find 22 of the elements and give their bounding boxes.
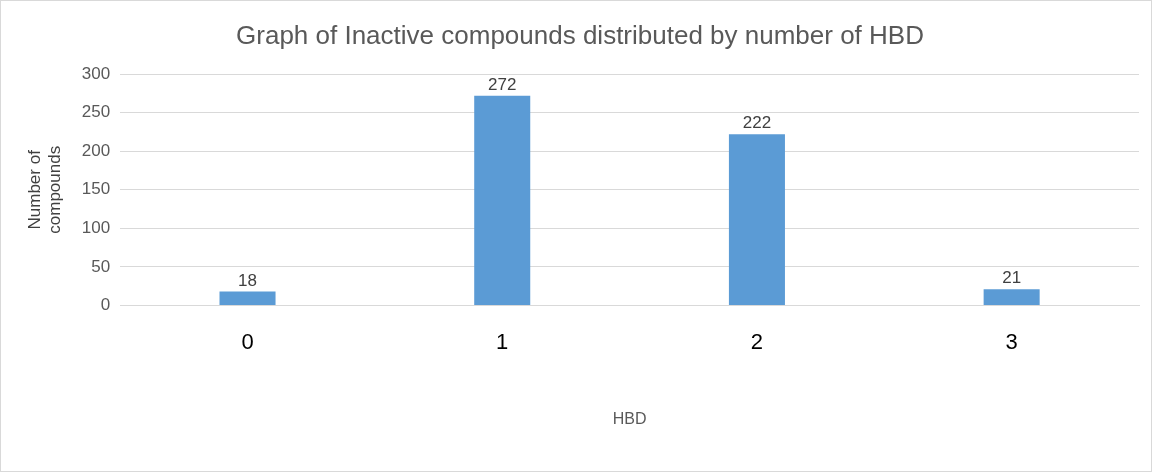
chart-title: Graph of Inactive compounds distributed by number of HBD — [236, 19, 924, 50]
y-tick-label: 100 — [81, 218, 111, 238]
y-tick-label: 150 — [81, 179, 111, 199]
data-label: 21 — [1002, 268, 1022, 288]
x-tick-label: 3 — [1005, 328, 1018, 354]
y-tick-label: 200 — [81, 140, 111, 160]
data-label: 18 — [238, 270, 257, 290]
y-axis-title: Number of compounds — [24, 145, 65, 234]
bar — [474, 95, 531, 305]
x-axis-title: HBD — [612, 409, 647, 427]
y-tick-label: 250 — [81, 102, 111, 122]
x-tick-label: 1 — [496, 328, 509, 354]
bar — [728, 134, 785, 305]
x-tick-label: 2 — [750, 328, 764, 354]
data-label: 222 — [742, 113, 772, 133]
data-label: 272 — [488, 74, 517, 94]
bar — [219, 291, 276, 305]
x-tick-label: 0 — [241, 328, 254, 354]
y-tick-label: 0 — [100, 295, 111, 315]
y-tick-label: 50 — [91, 256, 111, 276]
y-tick-label: 300 — [81, 63, 111, 83]
bar — [983, 289, 1040, 305]
